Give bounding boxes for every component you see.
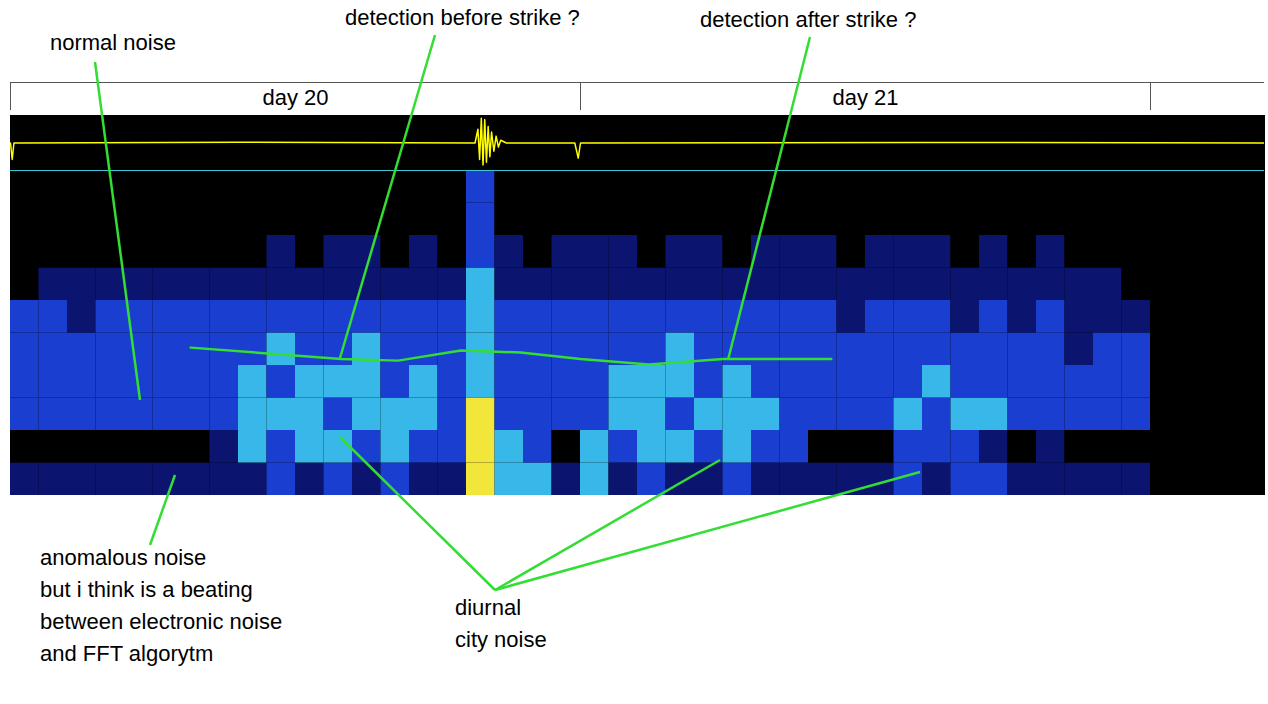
svg-text:day 21: day 21 xyxy=(832,85,898,110)
svg-text:diurnal: diurnal xyxy=(455,595,521,620)
svg-text:day 20: day 20 xyxy=(262,85,328,110)
svg-text:normal noise: normal noise xyxy=(50,30,176,55)
svg-text:and FFT algorytm: and FFT algorytm xyxy=(40,641,213,666)
svg-text:between electronic noise: between electronic noise xyxy=(40,609,282,634)
svg-text:but i think is a beating: but i think is a beating xyxy=(40,577,253,602)
svg-text:anomalous noise: anomalous noise xyxy=(40,545,206,570)
svg-text:detection after strike ?: detection after strike ? xyxy=(700,7,916,32)
svg-text:detection before strike ?: detection before strike ? xyxy=(345,5,580,30)
svg-text:city noise: city noise xyxy=(455,627,547,652)
